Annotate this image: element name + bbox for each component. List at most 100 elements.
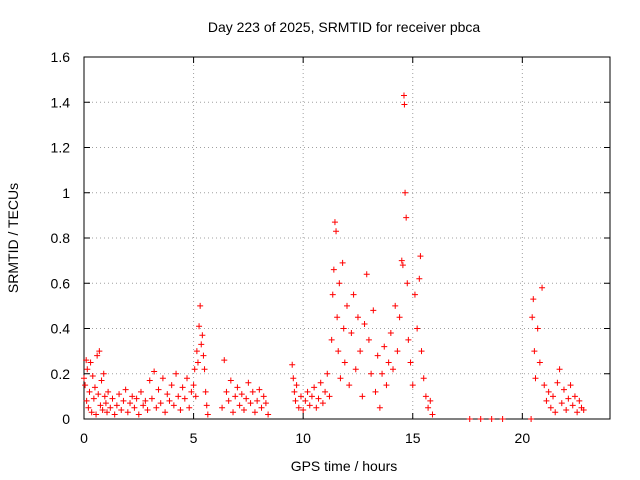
- data-point: [409, 382, 416, 389]
- data-point: [87, 359, 94, 366]
- data-point: [372, 388, 379, 395]
- data-point: [374, 352, 381, 359]
- data-point: [398, 257, 405, 264]
- data-point: [232, 393, 239, 400]
- data-point: [556, 366, 563, 373]
- data-point: [102, 400, 109, 407]
- data-point: [83, 357, 90, 364]
- data-point: [94, 352, 101, 359]
- data-point: [162, 409, 169, 416]
- data-point: [376, 404, 383, 411]
- data-point: [569, 402, 576, 409]
- data-point: [418, 348, 425, 355]
- data-point: [402, 189, 409, 196]
- data-point: [326, 393, 333, 400]
- data-point: [175, 393, 182, 400]
- data-point: [113, 402, 120, 409]
- data-point: [135, 411, 142, 418]
- data-point: [199, 332, 206, 339]
- data-point: [331, 219, 338, 226]
- data-point: [88, 409, 95, 416]
- y-axis-label: SRMTID / TECUs: [5, 183, 21, 293]
- chart-title: Day 223 of 2025, SRMTID for receiver pbc…: [208, 19, 481, 35]
- data-point: [365, 336, 372, 343]
- data-point: [81, 375, 87, 382]
- data-point: [328, 336, 335, 343]
- data-point: [350, 291, 357, 298]
- x-tick-label: 10: [295, 430, 311, 446]
- data-point: [411, 291, 418, 298]
- data-point: [219, 404, 226, 411]
- data-point: [181, 395, 188, 402]
- x-tick-label: 15: [405, 430, 421, 446]
- data-point: [258, 404, 265, 411]
- data-point: [567, 382, 574, 389]
- data-point: [308, 393, 315, 400]
- data-point: [550, 393, 557, 400]
- data-point: [127, 400, 134, 407]
- data-point: [203, 402, 210, 409]
- data-point: [363, 271, 370, 278]
- data-point: [90, 395, 97, 402]
- data-point: [341, 359, 348, 366]
- plot-frame: [83, 56, 611, 420]
- data-point: [329, 291, 336, 298]
- data-point: [302, 397, 309, 404]
- data-point: [404, 280, 411, 287]
- data-point: [234, 384, 241, 391]
- data-point: [151, 368, 158, 375]
- data-point: [89, 373, 96, 380]
- data-point: [304, 388, 311, 395]
- data-point: [186, 404, 193, 411]
- data-point: [153, 404, 160, 411]
- data-point: [552, 409, 559, 416]
- data-point: [170, 402, 177, 409]
- data-point: [574, 409, 581, 416]
- x-axis-label: GPS time / hours: [291, 458, 398, 474]
- data-point: [238, 391, 245, 398]
- data-point: [394, 348, 401, 355]
- data-point: [194, 359, 201, 366]
- data-point: [179, 384, 186, 391]
- data-point: [82, 382, 89, 389]
- data-point: [339, 259, 346, 266]
- data-point: [247, 400, 254, 407]
- y-tick-label: 1.6: [51, 49, 71, 65]
- data-point: [425, 404, 432, 411]
- data-point: [488, 416, 495, 422]
- data-point: [361, 320, 368, 327]
- data-point: [197, 302, 204, 309]
- data-point: [202, 388, 209, 395]
- data-point: [370, 307, 377, 314]
- data-point: [403, 214, 410, 221]
- data-point: [111, 411, 118, 418]
- data-point: [173, 370, 180, 377]
- data-point: [317, 379, 324, 386]
- data-point: [529, 314, 536, 321]
- data-point: [545, 388, 552, 395]
- data-point: [580, 406, 587, 413]
- data-point: [265, 411, 272, 418]
- data-point: [576, 397, 583, 404]
- data-point: [292, 397, 299, 404]
- data-point: [83, 397, 90, 404]
- data-point: [86, 388, 93, 395]
- data-point: [101, 393, 108, 400]
- y-tick-label: 0.2: [51, 366, 71, 382]
- data-point: [336, 280, 343, 287]
- data-point: [140, 402, 147, 409]
- x-tick-label: 20: [515, 430, 531, 446]
- data-point: [295, 404, 302, 411]
- data-point: [414, 325, 421, 332]
- data-point: [313, 404, 320, 411]
- data-point: [104, 409, 111, 416]
- data-point: [240, 406, 247, 413]
- data-point: [166, 397, 173, 404]
- data-points: [81, 92, 587, 422]
- gridlines: [84, 57, 610, 419]
- data-point: [96, 348, 103, 355]
- data-point: [137, 388, 144, 395]
- data-point: [427, 397, 434, 404]
- data-point: [368, 370, 375, 377]
